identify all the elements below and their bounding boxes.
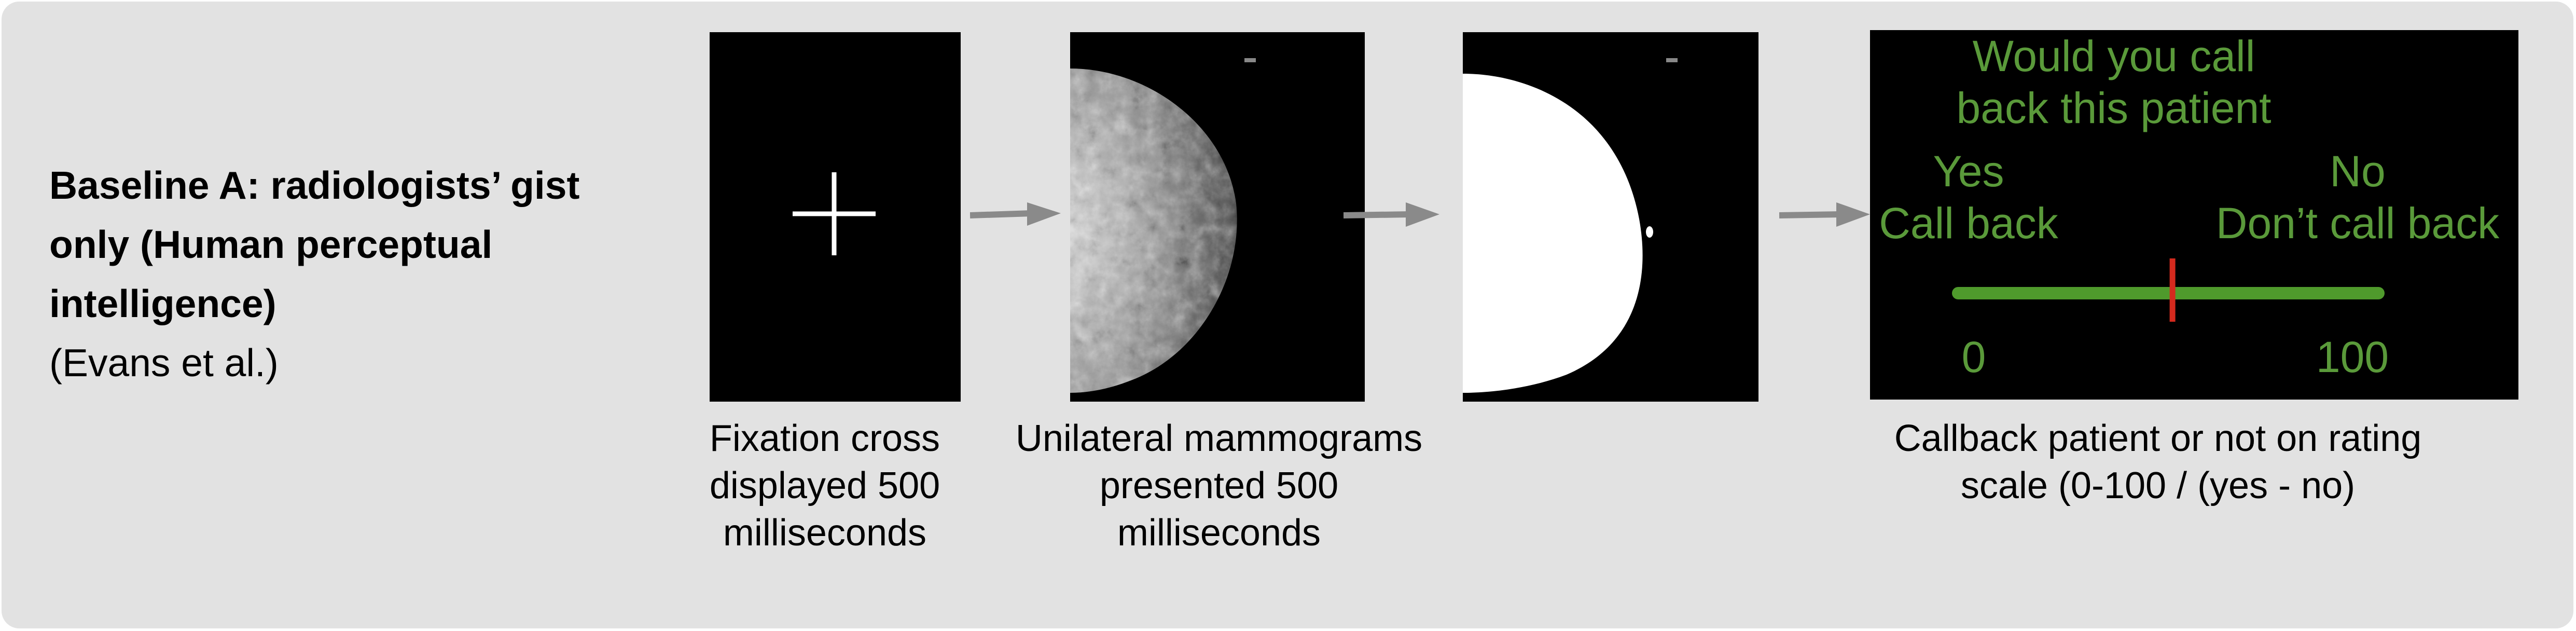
arrow-icon xyxy=(1344,202,1439,227)
fixation-cross-icon xyxy=(793,172,876,255)
scale-max-label: 100 xyxy=(2316,333,2389,381)
baseline-description: Baseline A: radiologists’ gist only (Hum… xyxy=(49,156,646,392)
step-caption-mammogram: Unilateral mammograms presented 500 mill… xyxy=(1015,418,1423,554)
rating-scale[interactable] xyxy=(1870,30,2518,400)
yes-sublabel: Call back xyxy=(1879,199,2058,248)
rating-screen: Would you call back this patient Yes Cal… xyxy=(1870,30,2518,400)
baseline-title: Baseline A: radiologists’ gist only (Hum… xyxy=(49,163,580,325)
breast-mask-image xyxy=(1463,58,1678,393)
fixation-cross-screen xyxy=(710,32,961,402)
mask-screen xyxy=(1463,32,1758,402)
arrow-icon xyxy=(1779,202,1870,227)
step-caption-rating: Callback patient or not on rating scale … xyxy=(1894,418,2422,506)
rating-question: Would you call back this patient xyxy=(1956,32,2272,132)
no-sublabel: Don’t call back xyxy=(2215,199,2500,248)
arrow-icon xyxy=(970,202,1061,226)
scale-min-label: 0 xyxy=(1961,333,1986,381)
no-label: No xyxy=(2330,147,2386,196)
mammogram-image xyxy=(1070,58,1256,393)
yes-label: Yes xyxy=(1933,147,2004,196)
citation: (Evans et al.) xyxy=(49,341,279,385)
no-option[interactable]: No Don’t call back xyxy=(2197,145,2518,249)
step-caption-fixation: Fixation cross displayed 500 millisecond… xyxy=(709,418,940,554)
yes-option[interactable]: Yes Call back xyxy=(1870,145,2067,249)
mammogram-screen xyxy=(1070,32,1365,402)
